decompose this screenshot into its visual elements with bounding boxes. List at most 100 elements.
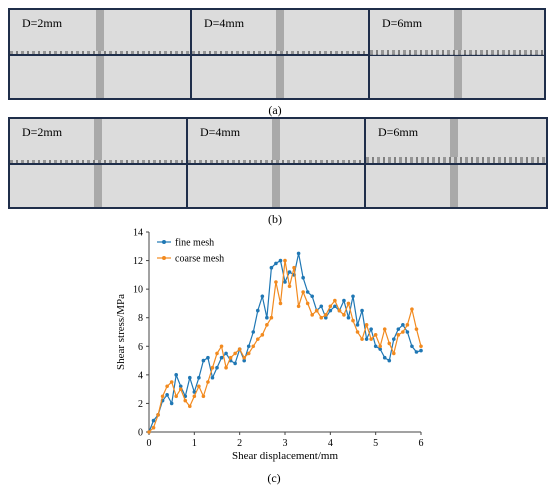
caption-a: (a) [268,103,282,117]
data-point [319,304,324,309]
data-point [328,308,333,313]
data-point [260,294,265,299]
panel-label: D=4mm [200,125,241,139]
data-point [215,351,219,356]
caption-c: (c) [267,471,281,485]
specimen-panel-b-3: D=6mm [366,119,546,207]
data-point [319,315,324,320]
data-point [360,308,364,313]
data-point [274,261,278,266]
specimen-panel-b-1: D=2mm [10,119,186,207]
data-point [296,251,301,256]
panel-label: D=2mm [22,125,63,139]
data-point [233,361,237,366]
data-point [151,425,156,430]
data-point [224,365,228,370]
data-point [278,301,283,306]
data-point [296,304,301,309]
panel-label: D=2mm [22,16,63,30]
data-point [165,393,169,397]
data-point [246,344,251,349]
data-point [219,344,224,349]
data-point [251,330,256,334]
data-point [405,330,410,334]
x-axis-label: Shear displacement/mm [232,450,338,462]
data-point [342,313,346,317]
y-tick-label: 4 [138,370,143,381]
data-point [355,330,360,334]
x-tick-label: 2 [237,438,242,449]
data-point [301,290,305,294]
data-point [310,313,315,317]
data-point [324,313,328,317]
data-point [151,418,156,423]
y-tick-label: 2 [138,399,143,410]
specimen-panel-a-1: D=2mm [10,10,190,98]
data-point [387,341,392,346]
legend-marker [162,240,166,244]
data-point [378,344,383,349]
data-point [237,347,242,351]
y-tick-label: 6 [138,342,143,353]
data-point [278,258,283,263]
data-point [197,384,201,389]
data-point [351,294,355,299]
data-point [178,387,183,391]
data-point [355,323,360,327]
legend-entry: fine mesh [157,238,214,249]
data-point [324,315,328,320]
specimen-panel-a-2: D=4mm [192,10,368,98]
data-point [165,384,169,389]
data-point [382,355,387,360]
data-point [156,413,160,417]
series-coarse-mesh [147,258,423,434]
panel-label: D=4mm [204,16,245,30]
legend-label: fine mesh [175,238,214,249]
data-point [419,348,423,353]
data-point [265,323,269,327]
y-tick-label: 0 [138,428,143,439]
specimen-strip-a: D=2mm D=4mm D=6mm [8,8,546,100]
data-point [333,304,337,309]
data-point [260,333,265,337]
data-point [337,308,342,313]
x-tick-label: 6 [419,438,424,449]
x-tick-label: 3 [283,438,288,449]
y-tick-label: 12 [133,256,143,267]
y-tick-label: 10 [133,285,143,296]
data-point [342,298,346,303]
data-point [287,284,292,289]
data-point [414,350,419,354]
data-point [233,351,237,356]
data-point [305,301,310,306]
data-point [351,318,355,323]
data-point [255,308,260,313]
specimen-panel-a-3: D=6mm [370,10,544,98]
data-point [287,270,292,274]
data-point [228,355,233,360]
data-point [283,280,287,284]
data-point [174,373,178,377]
legend-label: coarse mesh [175,254,224,265]
data-point [174,394,178,399]
data-point [183,398,188,403]
data-point [210,375,215,380]
data-point [419,344,423,349]
data-point [333,298,337,303]
data-point [401,330,405,334]
x-tick-label: 1 [192,438,197,449]
data-point [378,347,383,351]
data-point [369,337,373,341]
data-point [274,280,278,284]
x-tick-label: 5 [373,438,378,449]
data-point [160,394,165,399]
data-point [269,265,274,270]
data-point [396,333,401,337]
data-point [392,337,396,341]
legend-entry: coarse mesh [157,254,224,265]
data-point [346,301,351,306]
data-point [410,307,414,311]
y-tick-label: 14 [133,228,143,239]
data-point [401,323,405,327]
